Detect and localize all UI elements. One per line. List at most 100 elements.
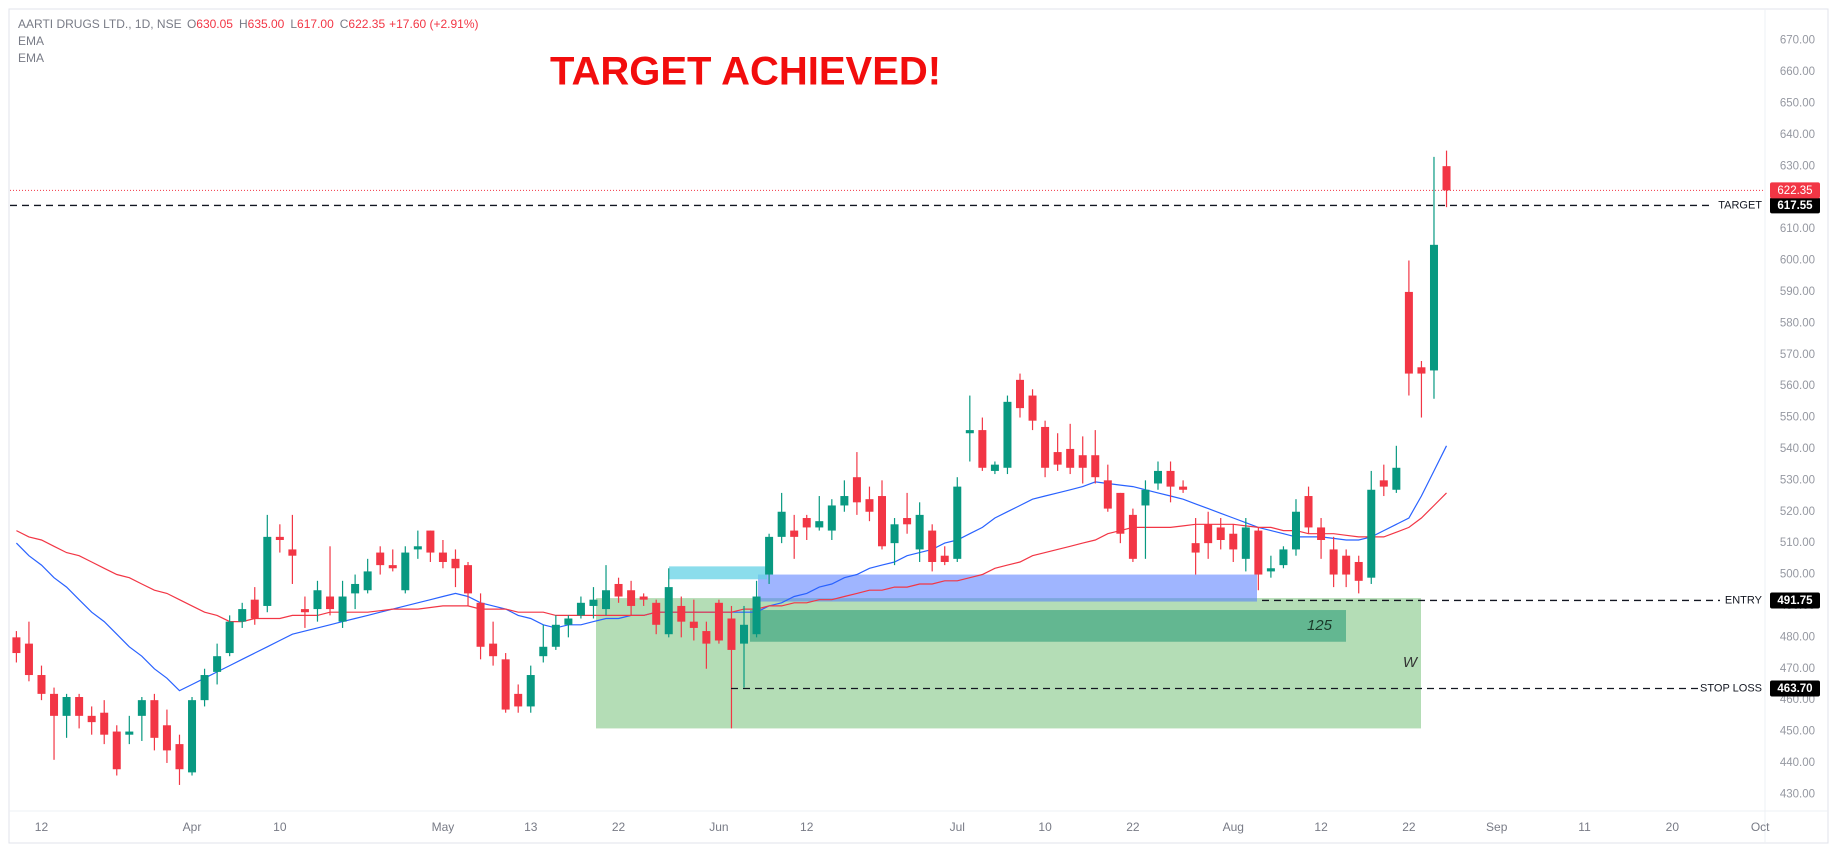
y-tick-label: 470.00 [1780,663,1815,675]
candle-body [702,631,711,644]
candle-body [1128,514,1137,559]
ohlc-value: 630.05 [196,17,233,31]
candle-body [652,602,661,625]
candle-body [313,590,322,610]
candle-body [1229,533,1238,550]
candle-body [752,596,761,635]
symbol-row: AARTI DRUGS LTD., 1D, NSE O630.05 H635.00… [18,16,483,33]
ohlc-key: L [290,17,298,31]
candle-body [1342,555,1351,575]
zone-label: 125 [1307,617,1333,634]
chart-frame [8,8,1829,844]
candle-body [1028,395,1037,421]
level-label: ENTRY [1725,594,1763,606]
price-badge-label: 622.35 [1777,185,1812,197]
candle-body [664,587,673,635]
candle-body [476,602,485,647]
candle-body [689,621,698,628]
zone [758,574,1257,602]
candle-body [338,596,347,622]
x-tick-label: Jun [709,820,728,834]
candle-body [250,599,259,619]
y-tick-label: 550.00 [1780,412,1815,424]
candle-body [1141,489,1150,506]
price-badge [1770,197,1820,214]
y-tick-label: 530.00 [1780,474,1815,486]
x-tick-label: Oct [1751,820,1770,834]
candle-body [1266,568,1275,572]
candle-body [150,700,159,738]
candle-body [1053,452,1062,465]
price-badge-label: 491.75 [1777,595,1813,607]
candle-body [614,583,623,597]
candle-body [1279,549,1288,566]
candle-body [852,477,861,503]
candle-body [401,552,410,591]
x-tick-label: 10 [273,820,287,834]
x-tick-label: 12 [35,820,49,834]
candle-body [790,530,799,537]
candle-body [112,731,121,770]
x-tick-label: 20 [1666,820,1680,834]
header: AARTI DRUGS LTD., 1D, NSE O630.05 H635.00… [18,16,483,67]
candle-body [1429,244,1438,371]
price-badge-label: 463.70 [1777,683,1812,695]
ohlc-value: 617.00 [297,17,334,31]
candle-body [388,565,397,569]
candle-body [802,518,811,528]
y-tick-label: 650.00 [1780,98,1815,110]
ohlc-key: O [186,17,197,31]
candle-body [514,693,523,707]
candle-body [1216,527,1225,541]
candle-body [1041,426,1050,468]
candle-body [1241,527,1250,559]
candle-body [62,697,71,716]
candle-body [740,624,749,644]
y-tick-label: 460.00 [1780,694,1815,706]
candle-body [727,618,736,650]
candle-body [275,536,284,541]
y-tick-label: 520.00 [1780,506,1815,518]
candle-body [75,697,84,716]
candle-body [1103,480,1112,509]
x-tick-label: Jul [950,820,965,834]
x-tick-label: 10 [1038,820,1052,834]
candle-body [137,700,146,716]
x-tick-label: May [432,820,455,834]
x-tick-label: Sep [1486,820,1508,834]
candle-body [1078,455,1087,468]
x-tick-label: 22 [612,820,626,834]
candle-body [1153,470,1162,484]
candle-body [326,596,335,610]
candle-body [300,609,309,613]
candle-body [125,731,134,735]
candle-body [1354,561,1363,581]
candle-body [225,621,234,654]
candle-body [777,511,786,537]
x-tick-label: Apr [183,820,202,834]
price-badge [1770,182,1820,199]
zone [669,566,767,580]
candle-body [903,518,912,525]
x-tick-label: 12 [1314,820,1328,834]
ohlc-key: C [339,17,349,31]
candle-body [188,700,197,773]
candle-body [1091,455,1100,478]
x-tick-label: 22 [1402,820,1416,834]
candle-body [840,496,849,506]
price-badge-label: 617.55 [1777,200,1813,212]
y-tick-label: 450.00 [1780,726,1815,738]
candle-body [438,552,447,562]
candle-body [815,521,824,528]
candle-body [940,555,949,562]
legend-entry: EMA [18,51,45,65]
candle-body [1204,524,1213,544]
x-tick-label: 11 [1578,820,1591,834]
x-tick-label: Aug [1223,820,1244,834]
candle-body [238,609,247,622]
y-tick-label: 540.00 [1780,443,1815,455]
candle-body [890,524,899,544]
symbol: AARTI DRUGS LTD., 1D, NSE [18,17,182,31]
candle-body [677,605,686,622]
